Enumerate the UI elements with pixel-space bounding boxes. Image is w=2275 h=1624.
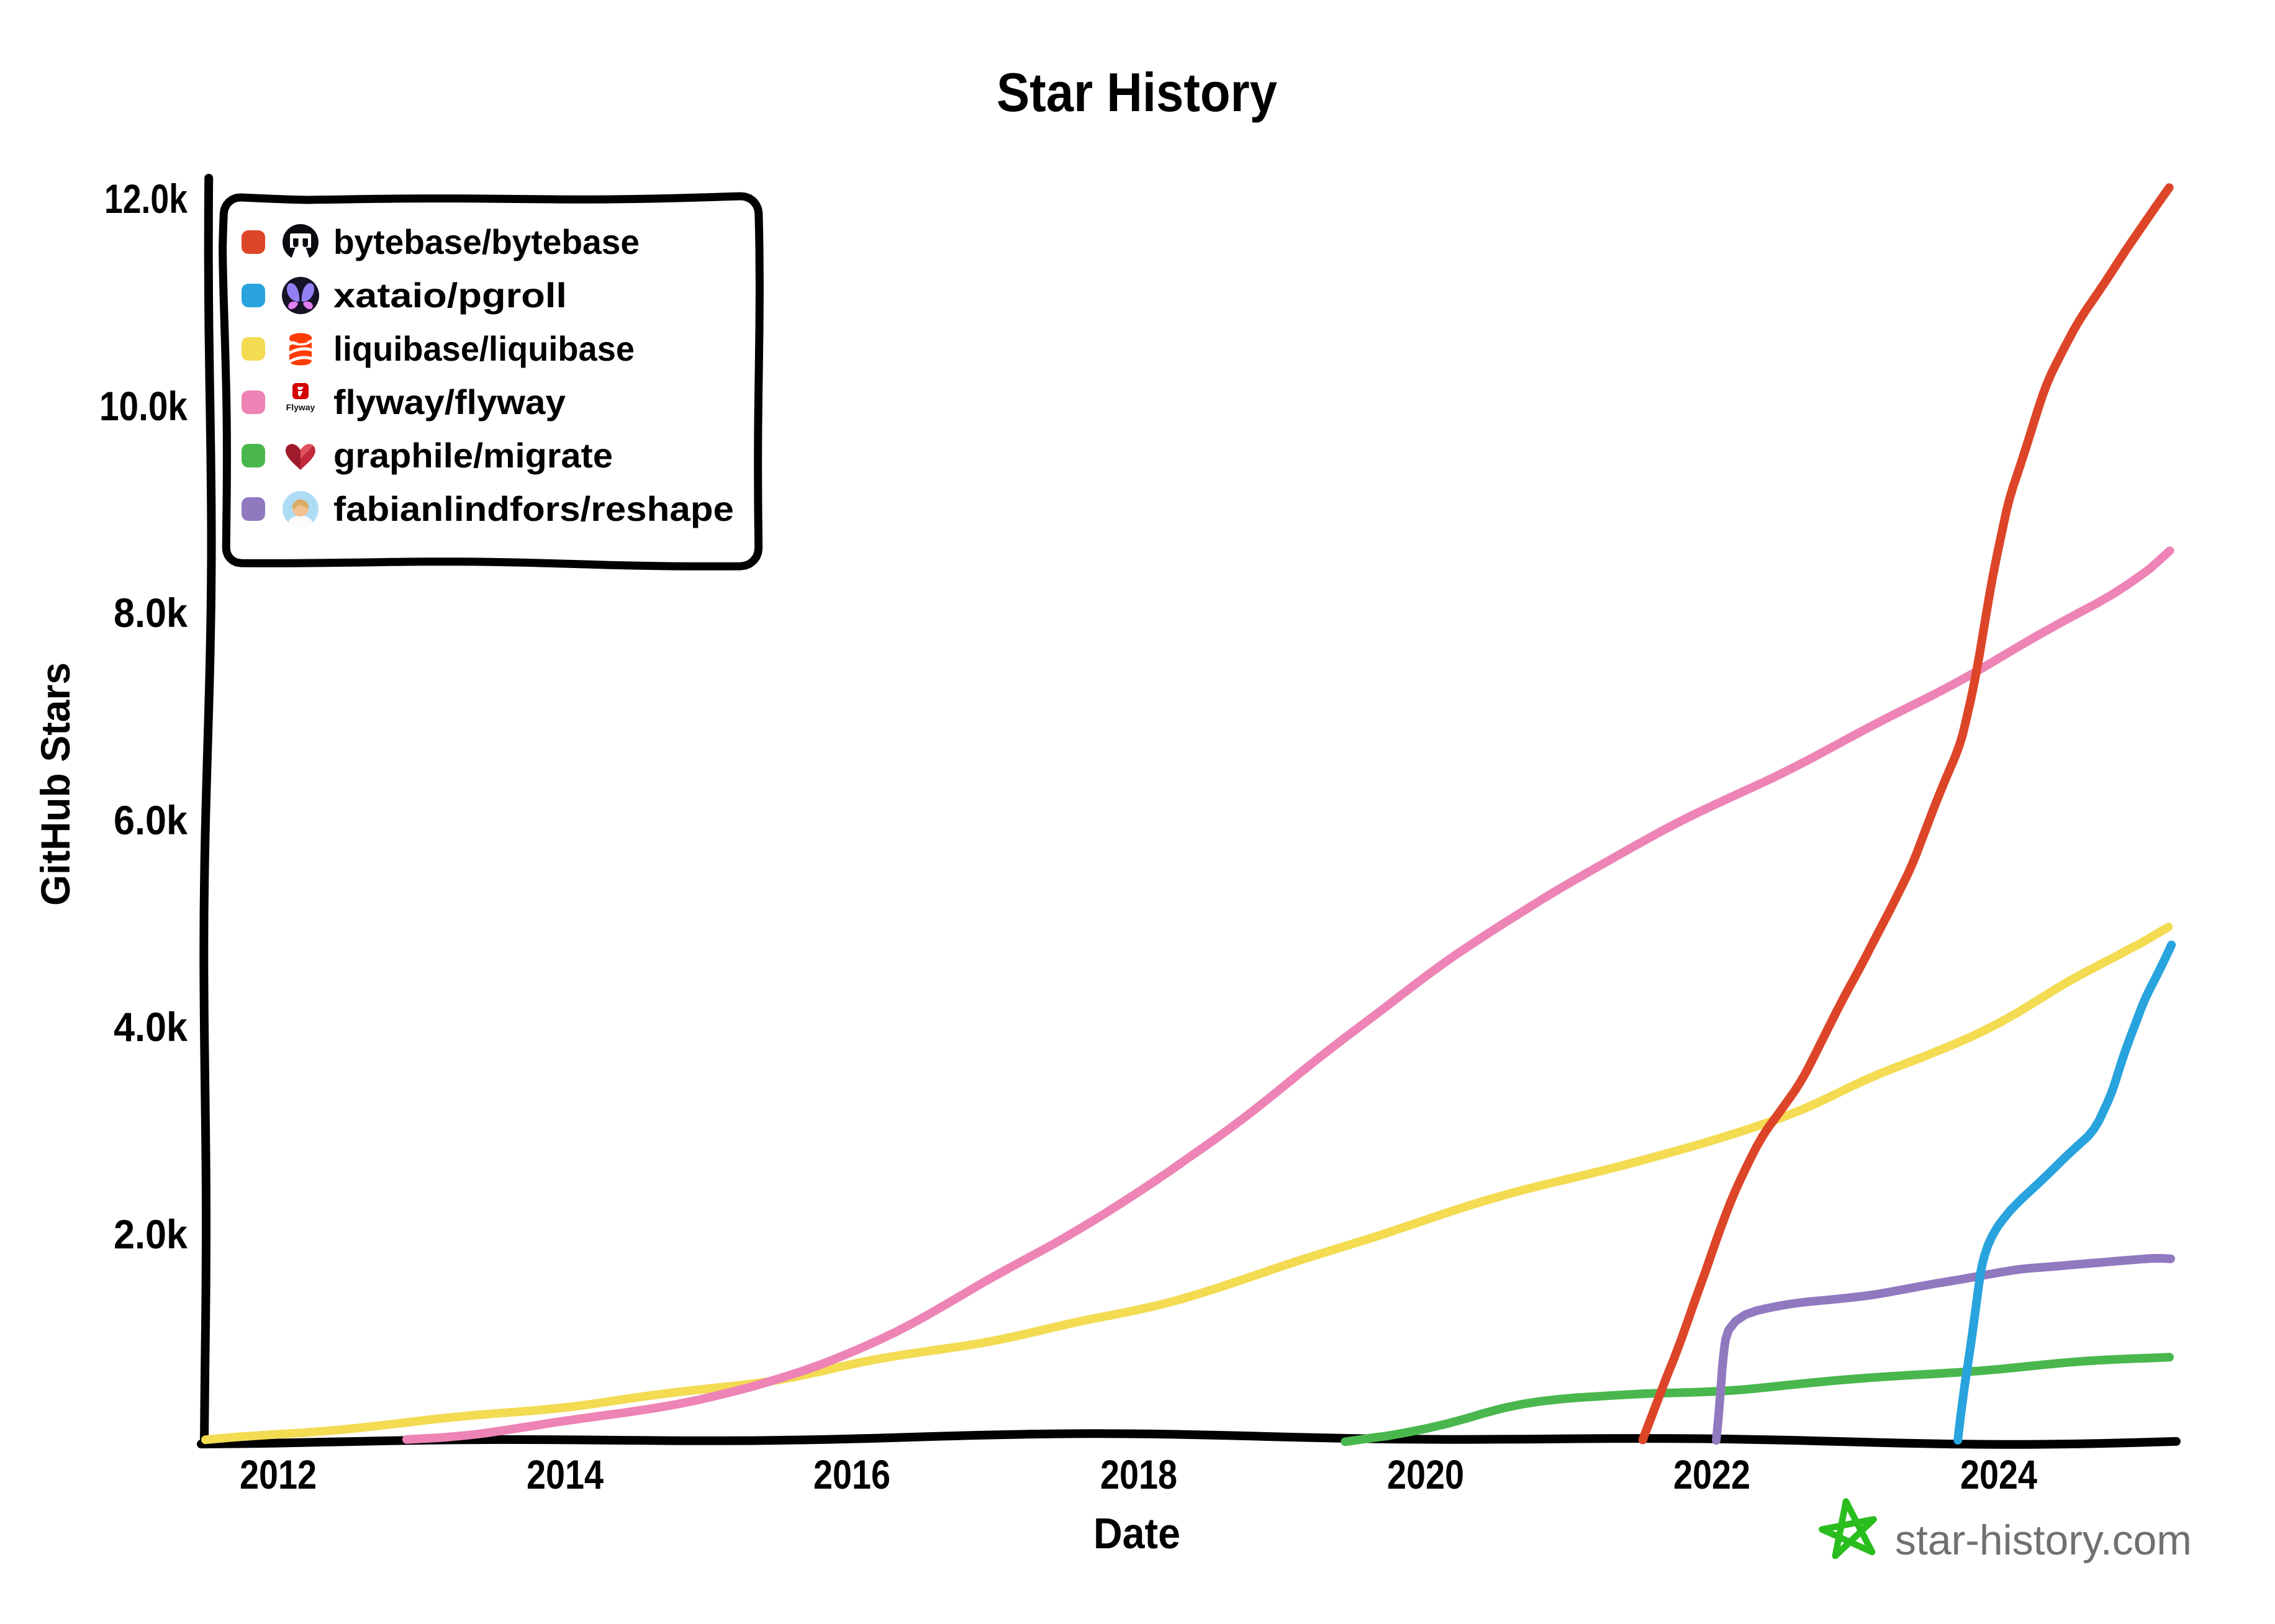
svg-text:2016: 2016: [813, 1451, 890, 1497]
svg-text:xataio/pgroll: xataio/pgroll: [333, 276, 567, 315]
svg-text:liquibase/liquibase: liquibase/liquibase: [333, 329, 635, 368]
svg-text:fabianlindfors/reshape: fabianlindfors/reshape: [333, 489, 734, 528]
svg-text:6.0k: 6.0k: [114, 797, 188, 843]
svg-text:8.0k: 8.0k: [114, 590, 188, 636]
svg-text:4.0k: 4.0k: [114, 1004, 188, 1050]
svg-text:2.0k: 2.0k: [114, 1211, 188, 1257]
svg-text:2014: 2014: [527, 1451, 604, 1497]
svg-text:2020: 2020: [1387, 1451, 1464, 1497]
svg-text:bytebase/bytebase: bytebase/bytebase: [333, 222, 640, 261]
svg-text:flyway/flyway: flyway/flyway: [333, 382, 566, 422]
svg-text:2012: 2012: [240, 1451, 317, 1497]
svg-text:GitHub Stars: GitHub Stars: [32, 662, 78, 906]
svg-text:Date: Date: [1093, 1509, 1180, 1558]
svg-text:star-history.com: star-history.com: [1895, 1517, 2192, 1564]
svg-text:Flyway: Flyway: [286, 402, 315, 412]
svg-text:Star History: Star History: [997, 61, 1277, 123]
svg-text:2022: 2022: [1673, 1451, 1750, 1497]
svg-text:graphile/migrate: graphile/migrate: [333, 436, 613, 475]
svg-text:2018: 2018: [1100, 1451, 1177, 1497]
svg-text:10.0k: 10.0k: [99, 383, 188, 429]
svg-text:12.0k: 12.0k: [104, 176, 188, 222]
svg-text:2024: 2024: [1960, 1451, 2037, 1497]
